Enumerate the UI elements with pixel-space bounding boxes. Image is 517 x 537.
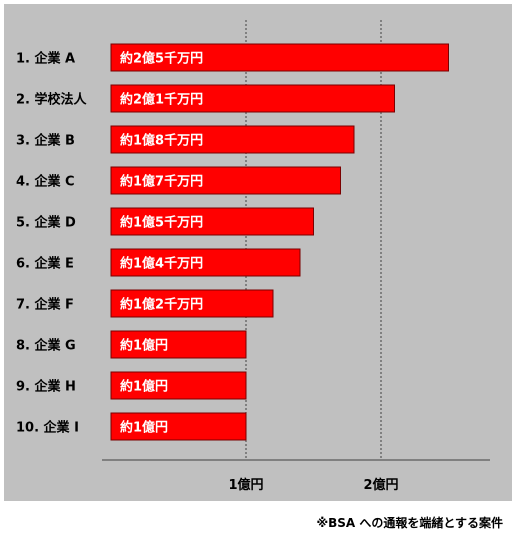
category-label: 5. 企業 D — [16, 215, 76, 231]
category-label: 10. 企業 I — [16, 420, 79, 436]
bar — [110, 166, 341, 195]
chart-panel: 1. 企業 A 約2億5千万円 2. 学校法人 約2億1千万円 3. 企業 B 約1億8千… — [4, 4, 512, 501]
category-label: 8. 企業 G — [16, 338, 76, 354]
category-label: 9. 企業 H — [16, 379, 76, 395]
category-label: 1. 企業 A — [16, 51, 75, 67]
data-label: 約1億2千万円 — [120, 297, 203, 313]
bar — [110, 248, 301, 277]
data-label: 約2億5千万円 — [120, 51, 203, 67]
footnote: ※BSA への通報を端緒とする案件 — [316, 516, 503, 530]
bar — [110, 412, 247, 441]
data-label: 約1億4千万円 — [120, 256, 203, 272]
x-tick-label: 2億円 — [363, 477, 398, 493]
data-label: 約1億7千万円 — [120, 174, 203, 190]
category-label: 3. 企業 B — [16, 133, 75, 149]
bar — [110, 84, 395, 113]
bar — [110, 371, 247, 400]
bar — [110, 207, 314, 236]
data-label: 約1億8千万円 — [120, 133, 203, 149]
bar — [110, 43, 449, 72]
bar-chart: 1. 企業 A 約2億5千万円 2. 学校法人 約2億1千万円 3. 企業 B 約1億8千… — [16, 20, 490, 493]
data-label: 約1億5千万円 — [120, 215, 203, 231]
x-tick-label: 1億円 — [228, 477, 263, 493]
data-label: 約1億円 — [120, 379, 168, 395]
bar — [110, 330, 247, 359]
category-label: 2. 学校法人 — [16, 92, 88, 108]
data-label: 約1億円 — [120, 338, 168, 354]
category-label: 7. 企業 F — [16, 297, 74, 313]
bar — [110, 289, 274, 318]
category-label: 6. 企業 E — [16, 256, 74, 272]
bar — [110, 125, 355, 154]
category-label: 4. 企業 C — [16, 174, 75, 190]
data-label: 約1億円 — [120, 420, 168, 436]
data-label: 約2億1千万円 — [120, 92, 203, 108]
